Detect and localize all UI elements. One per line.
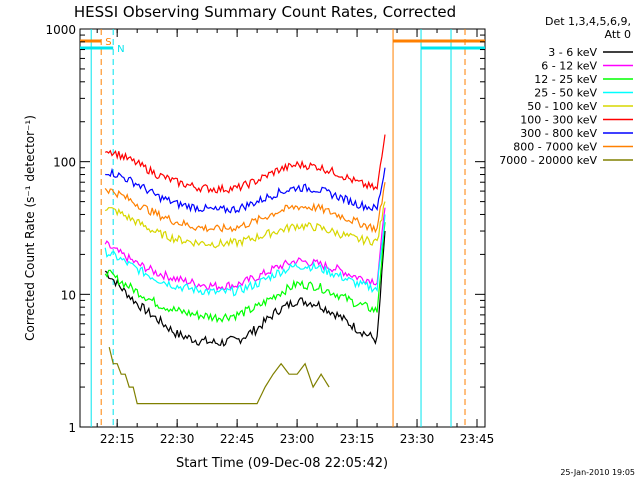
plot-frame: [79, 28, 486, 428]
y-tick-label-2: 100: [53, 156, 76, 170]
legend-label-6: 300 - 800 keV: [520, 127, 597, 140]
legend-label-7: 800 - 7000 keV: [513, 141, 597, 154]
x-tick-label-0: 22:15: [100, 432, 135, 446]
x-tick-label-6: 23:45: [460, 432, 495, 446]
legend-entry-8: 7000 - 20000 keV: [499, 154, 633, 167]
y-axis: 1 10 100 1000: [45, 23, 485, 435]
x-tick-label-1: 22:30: [160, 432, 195, 446]
legend-entry-2: 12 - 25 keV: [534, 73, 633, 86]
series-line-6: [105, 167, 386, 215]
legend-label-5: 100 - 300 keV: [520, 114, 597, 127]
x-tick-label-4: 23:15: [340, 432, 375, 446]
legend-entry-7: 800 - 7000 keV: [513, 141, 633, 154]
x-axis: 22:15 22:30 22:45 23:00 23:15 23:30 23:45: [96, 29, 495, 446]
legend-label-8: 7000 - 20000 keV: [499, 154, 597, 167]
y-tick-label-1: 10: [61, 288, 76, 302]
legend-label-4: 50 - 100 keV: [527, 100, 597, 113]
vertical-markers: [90, 29, 466, 427]
series-line-8: [108, 346, 330, 405]
legend-header-line-2: Att 0: [605, 28, 631, 41]
flag-label-S: S: [105, 37, 111, 48]
footer-date: 25-Jan-2010 19:05: [560, 468, 635, 477]
legend-entry-1: 6 - 12 keV: [541, 60, 633, 73]
series-line-1: [104, 207, 386, 292]
series-line-4: [104, 201, 386, 249]
legend-entry-6: 300 - 800 keV: [520, 127, 633, 140]
legend-entry-5: 100 - 300 keV: [520, 114, 633, 127]
legend-header-line-1: Det 1,3,4,5,6,9,: [545, 15, 631, 28]
series-group: [104, 134, 386, 405]
x-tick-label-3: 23:00: [280, 432, 315, 446]
series-line-3: [104, 214, 386, 297]
x-tick-label-2: 22:45: [220, 432, 255, 446]
x-tick-label-5: 23:30: [400, 432, 435, 446]
legend-label-2: 12 - 25 keV: [534, 73, 597, 86]
series-line-7: [104, 182, 386, 234]
legend-label-1: 6 - 12 keV: [541, 60, 597, 73]
y-tick-label-3: 1000: [45, 23, 76, 37]
series-line-5: [105, 134, 386, 194]
legend-entry-3: 25 - 50 keV: [534, 87, 633, 100]
y-axis-label: Corrected Count Rate (s⁻¹ detector⁻¹): [23, 115, 37, 341]
legend-label-3: 25 - 50 keV: [534, 87, 597, 100]
x-axis-label: Start Time (09-Dec-08 22:05:42): [176, 456, 388, 471]
legend-label-0: 3 - 6 keV: [548, 46, 597, 59]
legend-entry-4: 50 - 100 keV: [527, 100, 633, 113]
flag-bars: SN: [80, 37, 485, 55]
series-line-0: [104, 230, 386, 347]
legend-entry-0: 3 - 6 keV: [548, 46, 633, 59]
chart-title: HESSI Observing Summary Count Rates, Cor…: [74, 3, 456, 21]
series-line-2: [104, 222, 386, 324]
flag-label-N: N: [117, 44, 124, 55]
y-tick-label-0: 1: [68, 421, 76, 435]
